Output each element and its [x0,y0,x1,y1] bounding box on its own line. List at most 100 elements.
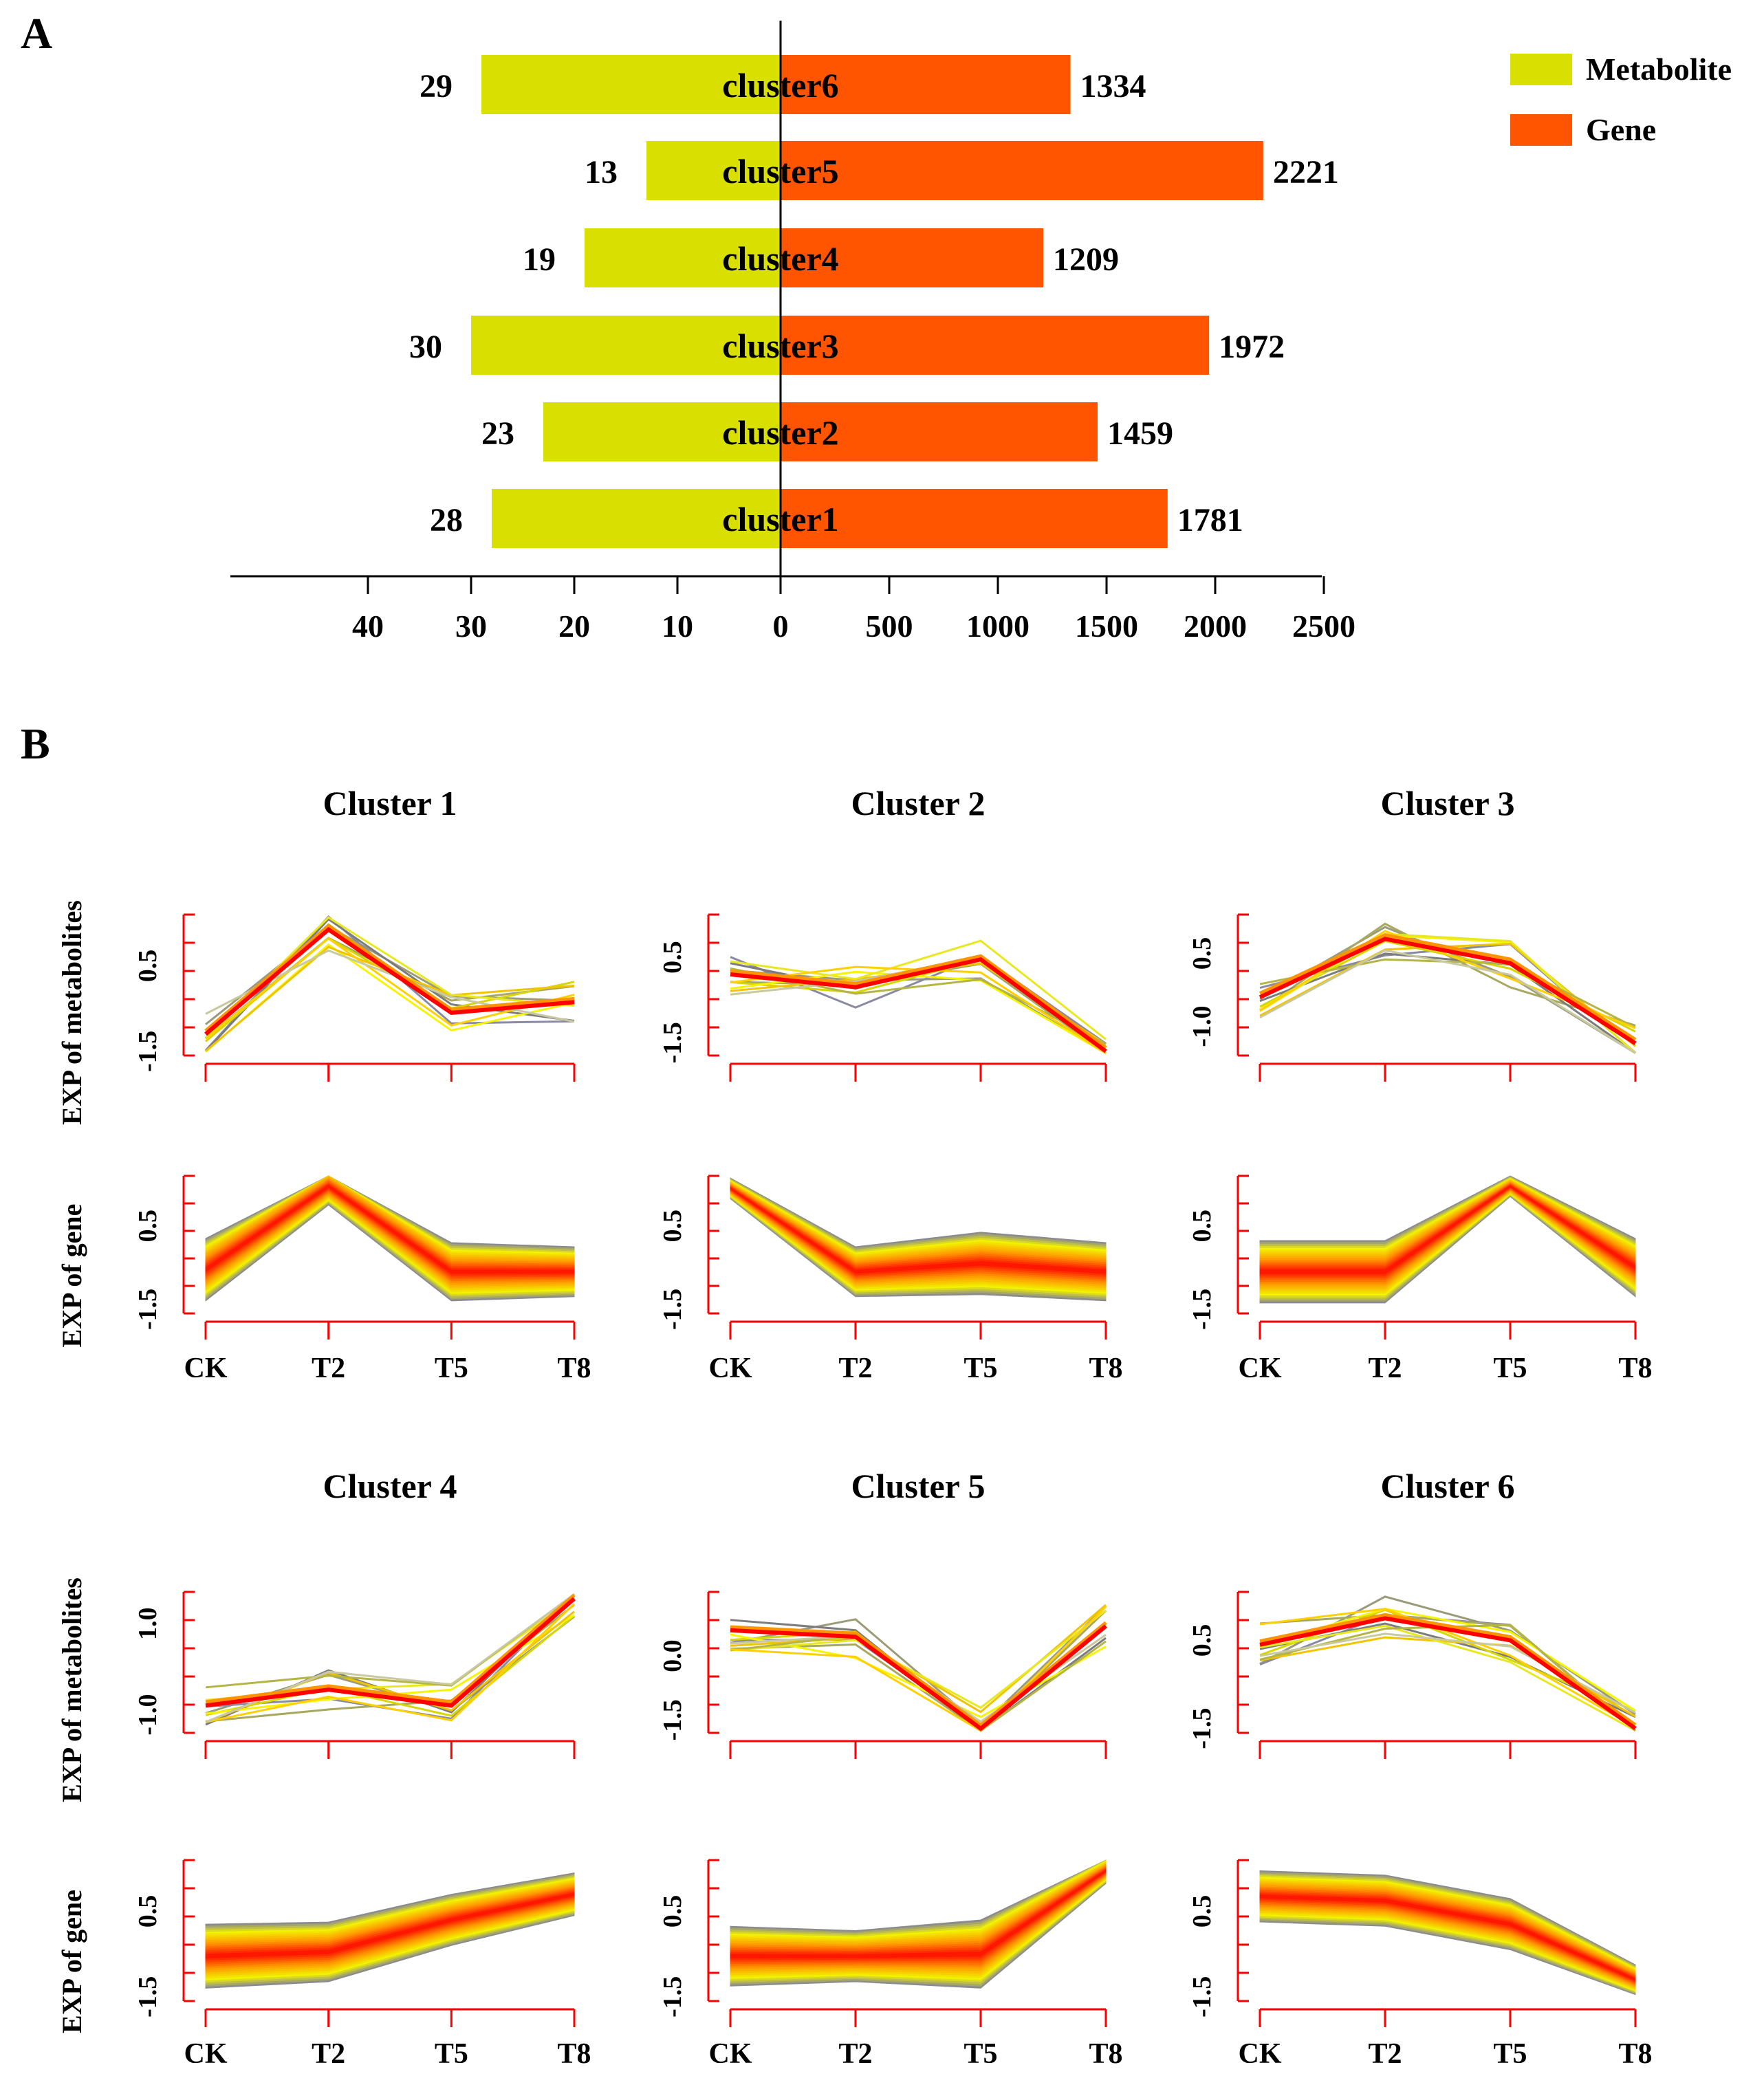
cluster-panel-6: Cluster 6 0.5 -1.5 0.5 -1.5 CK T2 T5 T8 [1188,1467,1653,2070]
legend: Metabolite Gene [1510,52,1732,147]
x-tick-label-t5: T5 [963,2038,997,2070]
metabolite-centroid-line [205,1597,576,1708]
gene-band-layer [730,1868,1107,1960]
gene-band-layer [730,1185,1107,1280]
x-tick-label-t8: T8 [1089,2038,1122,2070]
x-tick-label-ck: CK [709,1353,752,1384]
metabolite-line [204,916,575,1040]
gene-band-layer [1259,1894,1636,1982]
x-tick-label-t8: T8 [1618,1353,1652,1384]
gene-band-layer [730,1185,1107,1278]
legend-label-gene: Gene [1586,112,1656,147]
y-tick-label: 0.0 [658,1639,687,1672]
gene-value-cluster2: 1459 [1107,415,1173,452]
y-tick-label: 0.5 [1188,937,1217,970]
y-tick-label: -1.5 [1188,1708,1217,1749]
y-tick-label: 0.5 [658,941,687,974]
panel-b-cluster-profiles: B Cluster 1 0.5 -1.5 0.5 -1.5 CK T2 T5 T8 EXP of … [21,719,1653,2070]
right-axis-tick-label: 500 [866,609,913,644]
metabolite-axes: 0.5 -1.0 [1188,913,1637,1082]
metabolite-line [1259,949,1636,1054]
gene-density-band [1259,1175,1636,1304]
metabolite-lines [1259,922,1637,1054]
x-tick-label-ck: CK [1239,1353,1282,1384]
metabolite-line [730,939,1107,1040]
y-tick-label: -1.0 [1188,1006,1217,1047]
metabolite-centroid-line [1259,937,1637,1045]
y-tick-label: 1.0 [133,1608,162,1641]
y-tick-label: 0.5 [1188,1624,1217,1657]
metabolite-lines [730,1604,1107,1732]
cluster-title: Cluster 6 [1381,1467,1515,1505]
metabolite-value-cluster4: 19 [523,241,556,278]
x-tick-label-t5: T5 [1493,2038,1527,2070]
metabolite-line [1259,952,1636,1054]
metabolite-lines [730,939,1107,1055]
x-tick-label-t2: T2 [1368,1353,1402,1384]
gene-density-band [1259,1870,1636,1996]
y-tick-label: -1.5 [658,1699,687,1740]
x-tick-label-t8: T8 [557,1353,591,1384]
x-tick-label-t5: T5 [963,1353,997,1384]
cluster-title: Cluster 2 [851,784,986,822]
metabolite-centroid-line [730,1624,1107,1731]
metabolite-line [205,1603,576,1723]
metabolite-value-cluster2: 23 [481,415,514,452]
metabolite-line [205,1593,576,1704]
y-axis-title-gene: EXP of gene [56,1204,87,1348]
cluster-title: Cluster 4 [323,1467,457,1505]
gene-band-layer [730,1869,1107,1958]
gene-value-cluster6: 1334 [1080,68,1146,105]
y-tick-label: -1.5 [658,1976,687,2018]
metabolite-line [204,917,575,1052]
y-axis-title-metabolites: EXP of metabolites [56,1577,87,1802]
gene-band-layer [1259,1884,1636,1987]
y-tick-label: 0.5 [1188,1210,1217,1243]
gene-density-band [730,1859,1107,1989]
y-tick-label: -1.5 [1188,1289,1217,1330]
x-tick-label-t2: T2 [312,2038,345,2070]
y-tick-label: 0.5 [658,1210,687,1243]
x-tick-label-t8: T8 [557,2038,591,2070]
x-tick-label-ck: CK [709,2038,752,2070]
gene-bar-cluster4 [781,228,1044,287]
gene-band-layer [730,1184,1107,1282]
legend-swatch-gene [1510,114,1572,146]
x-tick-label-t2: T2 [838,1353,872,1384]
metabolite-centroid-line [1259,1616,1637,1731]
metabolite-line [730,1604,1107,1714]
metabolite-bar-cluster5 [646,141,781,200]
cluster-title: Cluster 3 [1381,784,1515,822]
metabolite-line [204,924,575,1032]
left-axis-tick-label: 0 [773,609,789,644]
gene-band-layer [205,1888,575,1965]
metabolite-axes: 0.5 -1.5 [133,913,576,1082]
metabolite-line [1259,1613,1637,1727]
cluster-title: Cluster 1 [323,784,457,822]
x-tick-label-t2: T2 [838,2038,872,2070]
gene-band-layer [730,1868,1107,1963]
y-tick-label: 0.5 [1188,1895,1217,1928]
y-tick-label: -1.0 [133,1694,162,1735]
gene-axes: 0.5 -1.5 [658,1859,1107,2027]
legend-swatch-metabolite [1510,54,1572,85]
metabolite-value-cluster6: 29 [420,68,453,105]
y-tick-label: -1.5 [658,1289,687,1330]
metabolite-line [1259,1608,1636,1729]
y-tick-label: -1.5 [658,1022,687,1063]
gene-axes: 0.5 -1.5 [1188,1859,1637,2027]
gene-bar-cluster1 [781,489,1168,548]
cluster-panel-3: Cluster 3 0.5 -1.0 0.5 -1.5 CK T2 T5 T8 [1188,784,1653,1384]
y-tick-label: 0.5 [658,1895,687,1928]
gene-bar-cluster6 [781,55,1071,114]
metabolite-axes: 1.0 -1.0 [133,1591,576,1759]
gene-bar-cluster2 [781,402,1098,461]
metabolite-line [205,1615,575,1717]
x-tick-label-ck: CK [184,2038,228,2070]
y-axis-title-metabolites: EXP of metabolites [56,900,87,1125]
y-tick-label: 0.5 [133,1895,162,1928]
x-tick-label-t2: T2 [1368,2038,1402,2070]
y-tick-label: -1.5 [1188,1976,1217,2018]
panel-b-label: B [21,719,50,768]
